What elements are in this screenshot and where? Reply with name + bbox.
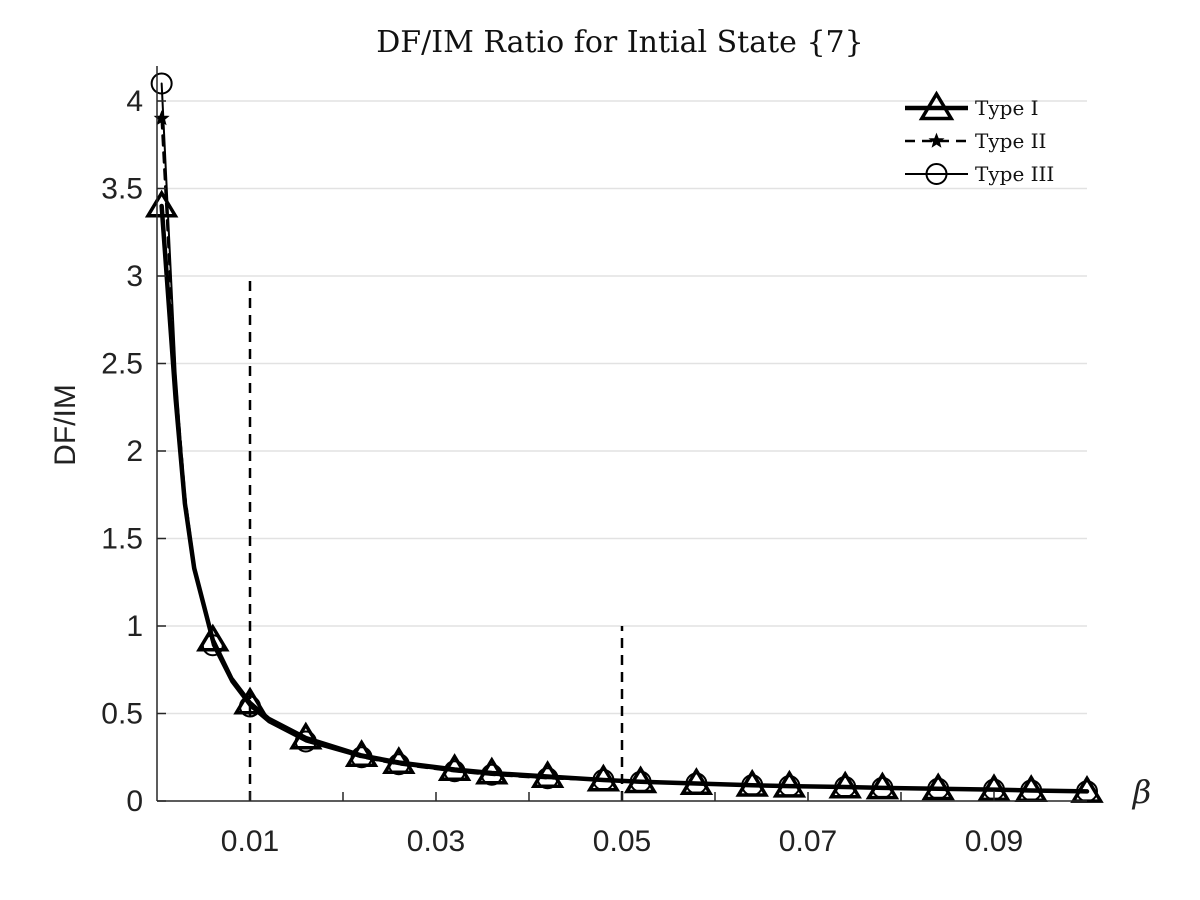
legend-label-type-ii: Type II (975, 129, 1046, 153)
marker-type-i-9 (586, 763, 621, 792)
marker-type-i-16 (921, 772, 955, 801)
legend-label-type-i: Type I (975, 96, 1039, 120)
series-group (159, 82, 1090, 794)
marker-type-i-15 (865, 771, 900, 800)
y-tick-label-8: 4 (126, 85, 143, 118)
y-axis-label: DF/IM (49, 384, 82, 466)
y-tick-label-5: 2.5 (101, 348, 143, 381)
y-tick-label-4: 2 (126, 435, 143, 468)
axes (156, 66, 1087, 802)
marker-type-i-5 (382, 746, 416, 774)
x-tick-label-4: 0.09 (965, 825, 1023, 858)
marker-type-i-12 (735, 768, 769, 797)
y-tick-label-6: 3 (126, 260, 143, 293)
y-tick-label-0: 0 (126, 785, 143, 818)
marker-type-i-11 (679, 767, 714, 795)
grid (157, 100, 1087, 715)
x-tick-label-3: 0.07 (779, 825, 837, 858)
tick-labels: 0 0.5 1 1.5 2 2.5 3 3.5 4 0.01 0.03 0.05 0.07 0.09 (101, 85, 1023, 858)
marker-type-i-3 (289, 721, 323, 750)
legend-marker-type-i (918, 90, 955, 121)
marker-type-i-13 (772, 769, 807, 798)
x-tick-label-2: 0.05 (593, 825, 651, 858)
legend-marker-type-ii (928, 132, 945, 148)
x-axis-label: β (1132, 773, 1152, 811)
marker-type-i-4 (344, 739, 379, 767)
marker-type-i-8 (530, 760, 565, 788)
legend-marker-type-iii (925, 163, 948, 185)
marker-type-i-0 (144, 189, 179, 218)
y-tick-label-7: 3.5 (101, 173, 143, 206)
series-line-type-iii (160, 82, 1088, 793)
y-tick-label-2: 1 (126, 610, 143, 643)
y-tick-label-1: 0.5 (101, 698, 143, 731)
marker-type-i-6 (437, 753, 472, 781)
x-tick-label-1: 0.03 (407, 825, 465, 858)
markers-group (144, 72, 1104, 803)
series-line-type-ii (160, 117, 1089, 793)
legend: Type I Type II Type III (905, 90, 1054, 186)
marker-type-i-7 (475, 756, 509, 785)
y-tick-label-3: 1.5 (101, 523, 143, 556)
series-line-type-i (159, 203, 1090, 794)
marker-type-i-10 (623, 765, 658, 794)
marker-type-iii-0 (150, 72, 173, 95)
chart-title: DF/IM Ratio for Intial State {7} (376, 25, 863, 60)
x-tick-label-0: 0.01 (221, 825, 279, 858)
legend-label-type-iii: Type III (975, 162, 1054, 186)
marker-type-i-14 (828, 770, 862, 799)
marker-type-i-2 (233, 686, 267, 715)
marker-type-i-1 (196, 623, 230, 652)
